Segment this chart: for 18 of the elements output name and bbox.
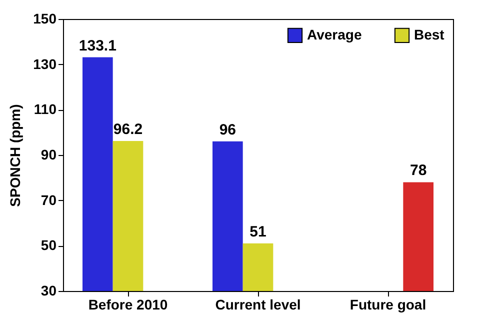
data-label: 51 xyxy=(250,223,266,240)
legend-label: Best xyxy=(414,26,445,42)
x-tick-label: Future goal xyxy=(350,296,426,312)
y-tick-label: 150 xyxy=(33,10,57,26)
x-tick-label: Before 2010 xyxy=(88,296,168,312)
data-label: 133.1 xyxy=(78,37,116,54)
y-tick-label: 70 xyxy=(40,192,57,208)
data-label: 96.2 xyxy=(113,120,143,138)
legend-label: Average xyxy=(307,26,362,42)
y-tick-label: 90 xyxy=(40,146,57,162)
y-tick-label: 30 xyxy=(40,282,57,298)
data-label: 78 xyxy=(410,162,427,180)
y-tick-label: 130 xyxy=(33,56,57,72)
x-tick-label: Current level xyxy=(215,296,301,312)
y-axis-title: SPONCH (ppm) xyxy=(7,104,24,207)
y-tick-label: 110 xyxy=(34,101,57,118)
y-tick-label: 50 xyxy=(40,237,57,254)
data-label: 96 xyxy=(219,121,236,138)
